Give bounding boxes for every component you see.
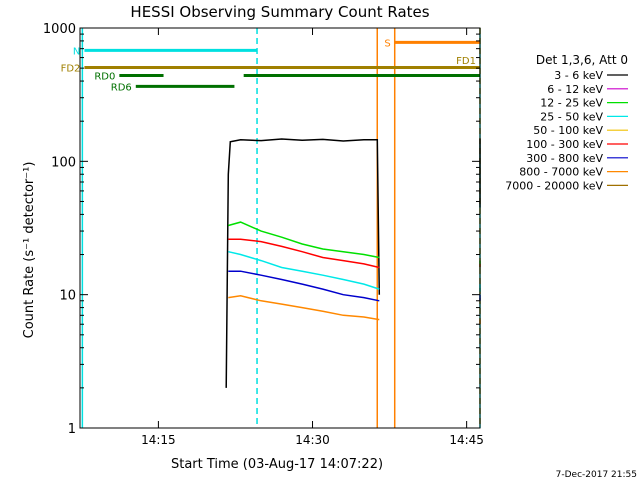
series-line bbox=[225, 138, 381, 388]
y-tick-label: 1 bbox=[68, 422, 76, 437]
interval-bar-label: FD1 bbox=[456, 56, 476, 67]
footer-timestamp: 7-Dec-2017 21:55 bbox=[556, 470, 637, 480]
series-line bbox=[228, 270, 380, 302]
interval-bar-label: N bbox=[73, 46, 80, 57]
series-line bbox=[228, 221, 380, 259]
series-line bbox=[228, 295, 380, 321]
x-tick-label: 14:45 bbox=[449, 433, 484, 447]
series-line bbox=[228, 238, 380, 269]
legend-entry-label: 7000 - 20000 keV bbox=[505, 179, 603, 192]
legend-entry-label: 800 - 7000 keV bbox=[519, 166, 603, 179]
x-tick-label: 14:30 bbox=[295, 433, 330, 447]
y-axis-ticks: 1 10 100 1000 bbox=[43, 22, 480, 437]
y-tick-label: 1000 bbox=[43, 22, 76, 37]
legend-entry-label: 300 - 800 keV bbox=[526, 152, 603, 165]
plot-frame bbox=[79, 27, 481, 429]
y-axis-label: Count Rate (s⁻¹ detector⁻¹) bbox=[22, 162, 37, 339]
x-tick-label: 14:15 bbox=[141, 433, 176, 447]
x-axis-ticks: 14:15 14:30 14:45 bbox=[141, 28, 484, 447]
y-tick-label: 10 bbox=[59, 289, 76, 304]
interval-bar-label: FD2 bbox=[61, 64, 81, 75]
series-line bbox=[228, 250, 380, 290]
interval-bar-label: RD6 bbox=[111, 82, 132, 93]
legend-entry-label: 12 - 25 keV bbox=[540, 97, 603, 110]
legend-entry-label: 6 - 12 keV bbox=[547, 83, 603, 96]
legend-entry-label: 50 - 100 keV bbox=[533, 124, 603, 137]
legend-entry-label: 3 - 6 keV bbox=[554, 69, 603, 82]
y-tick-label: 100 bbox=[51, 155, 76, 170]
legend-entry-label: 100 - 300 keV bbox=[526, 138, 603, 151]
interval-bar-label: S bbox=[384, 38, 390, 49]
x-axis-label: Start Time (03-Aug-17 14:07:22) bbox=[171, 457, 383, 472]
legend-entry-label: 25 - 50 keV bbox=[540, 110, 603, 123]
chart-title: HESSI Observing Summary Count Rates bbox=[130, 3, 429, 21]
interval-bar-label: RD0 bbox=[94, 72, 115, 83]
legend-header: Det 1,3,6, Att 0 bbox=[536, 53, 628, 67]
